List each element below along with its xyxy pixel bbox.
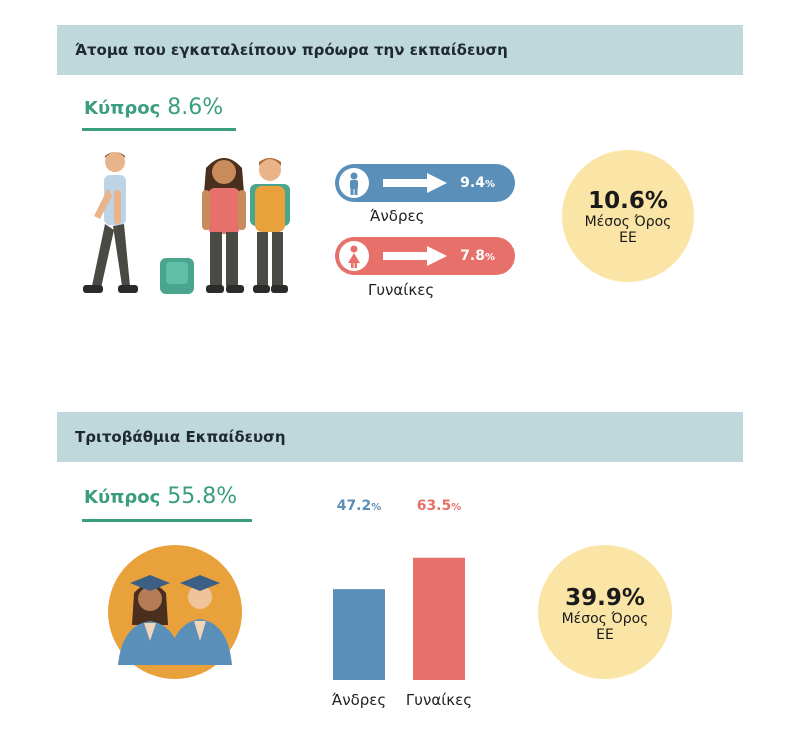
bar-value-label: 63.5% (417, 498, 462, 514)
dropped-backpack-icon (160, 258, 194, 294)
eu-average-label: Μέσος Όρος (584, 214, 672, 230)
section-header-tertiary-education: Τριτοβάθμια Εκπαίδευση (57, 412, 743, 462)
section-title: Άτομα που εγκαταλείπουν πρόωρα την εκπαί… (75, 41, 508, 59)
women-value: 7.8 (460, 248, 485, 264)
graduate-female-icon (118, 575, 182, 665)
graduate-male-icon (168, 575, 232, 665)
walking-student-icon (83, 152, 138, 293)
bar-value-label: 47.2% (337, 498, 382, 514)
eu-average-value: 10.6% (588, 188, 668, 214)
male-person-icon (339, 168, 369, 198)
men-stat-pill: 9.4% (335, 164, 515, 202)
country-name: Κύπρος (84, 98, 161, 119)
country-stat: Κύπρος 8.6% (84, 95, 223, 120)
female-student-icon (202, 158, 246, 293)
eu-average-circle: 10.6% Μέσος Όρος ΕΕ (562, 150, 694, 282)
country-value: 55.8% (167, 484, 238, 509)
eu-average-circle: 39.9% Μέσος Όρος ΕΕ (538, 545, 672, 679)
arrow-right-icon (383, 173, 447, 193)
country-value: 8.6% (167, 95, 224, 120)
bar-category-label: Άνδρες (332, 691, 386, 709)
section-header-early-leavers: Άτομα που εγκαταλείπουν πρόωρα την εκπαί… (57, 25, 743, 75)
country-name: Κύπρος (84, 487, 161, 508)
eu-label: ΕΕ (619, 230, 637, 246)
country-stat: Κύπρος 55.8% (84, 484, 237, 509)
female-person-icon (339, 241, 369, 271)
students-leaving-illustration (83, 152, 290, 294)
men-label: Άνδρες (370, 207, 425, 225)
arrow-right-icon (383, 246, 447, 266)
women-stat-pill: 7.8% (335, 237, 515, 275)
eu-label: ΕΕ (596, 627, 614, 643)
men-value: 9.4 (460, 175, 485, 191)
bar-category-label: Γυναίκες (406, 691, 472, 709)
women-label: Γυναίκες (368, 281, 435, 299)
country-underline (82, 519, 252, 522)
eu-average-label: Μέσος Όρος (561, 611, 649, 627)
graduates-illustration (108, 545, 242, 679)
male-student-icon (250, 158, 290, 293)
tertiary-education-bar-chart: 47.2% Άνδρες 63.5% Γυναίκες (332, 498, 472, 709)
section-title: Τριτοβάθμια Εκπαίδευση (75, 428, 286, 446)
eu-average-value: 39.9% (565, 585, 645, 611)
bar-men (333, 589, 385, 680)
bar-women (413, 557, 465, 680)
country-underline (82, 128, 236, 131)
